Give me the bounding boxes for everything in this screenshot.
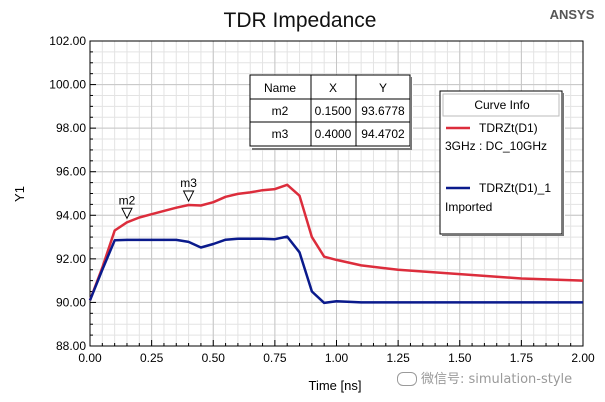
y-axis-label: Y1 [12, 186, 27, 202]
x-tick-label: 2.00 [571, 351, 595, 365]
series-line-1 [88, 183, 584, 301]
table-cell-m2-x: 0.1500 [315, 104, 352, 118]
x-tick-label: 0.75 [263, 351, 287, 365]
table-cell-m2-y: 93.6778 [361, 104, 405, 118]
y-tick-label: 90.00 [56, 295, 86, 309]
marker-layer: m2 m3 [119, 176, 197, 220]
y-tick-label: 96.00 [56, 165, 86, 179]
table-cell-m2-name: m2 [272, 104, 289, 118]
x-tick-label: 1.75 [510, 351, 534, 365]
x-tick-label: 1.00 [325, 351, 349, 365]
x-axis-ticks: 0.00 0.25 0.50 0.75 1.00 1.25 1.50 1.75 2.00 [78, 340, 595, 365]
marker-m2-triangle [121, 207, 133, 220]
legend-label-series-2: TDRZt(D1)_1 [479, 181, 551, 195]
y-tick-label: 98.00 [56, 121, 86, 135]
x-tick-label: 1.50 [448, 351, 472, 365]
table-cell-m3-name: m3 [272, 127, 289, 141]
y-axis-ticks: 88.00 90.00 92.00 94.00 96.00 98.00 100.00 102.… [49, 34, 96, 353]
series-line-2 [88, 235, 583, 305]
legend-desc-series-2: Imported [445, 200, 492, 214]
wechat-logo-icon [397, 371, 417, 386]
marker-m3-label: m3 [180, 176, 197, 190]
x-tick-label: 0.00 [78, 351, 102, 365]
legend-desc-series-1: 3GHz : DC_10GHz [445, 139, 547, 153]
marker-m2-label: m2 [119, 193, 136, 207]
legend: Curve Info TDRZt(D1) 3GHz : DC_10GHz TDR… [439, 90, 565, 236]
marker-table: Name X Y m2 0.1500 93.6778 m3 0.4000 94.… [249, 74, 413, 150]
x-tick-label: 0.25 [140, 351, 164, 365]
watermark-text: 微信号: simulation-style [421, 372, 573, 387]
table-cell-m3-y: 94.4702 [361, 127, 405, 141]
chart-title: TDR Impedance [224, 9, 377, 32]
x-tick-label: 0.50 [202, 351, 226, 365]
y-tick-label: 100.00 [49, 78, 86, 92]
x-tick-label: 1.25 [386, 351, 410, 365]
x-axis-label: Time [ns] [309, 378, 362, 393]
watermark: 微信号: simulation-style [397, 368, 572, 387]
table-header-x: X [329, 81, 337, 95]
brand-logo-text: ANSYS [550, 7, 595, 22]
legend-label-series-1: TDRZt(D1) [479, 121, 538, 135]
table-header-y: Y [379, 81, 387, 95]
y-tick-label: 88.00 [56, 339, 86, 353]
table-header-name: Name [264, 81, 296, 95]
series-layer [88, 183, 584, 305]
y-tick-label: 94.00 [56, 208, 86, 222]
y-tick-label: 92.00 [56, 252, 86, 266]
table-cell-m3-x: 0.4000 [315, 127, 352, 141]
y-tick-label: 102.00 [49, 34, 86, 48]
marker-m3-triangle [182, 190, 195, 203]
legend-title: Curve Info [474, 98, 530, 112]
